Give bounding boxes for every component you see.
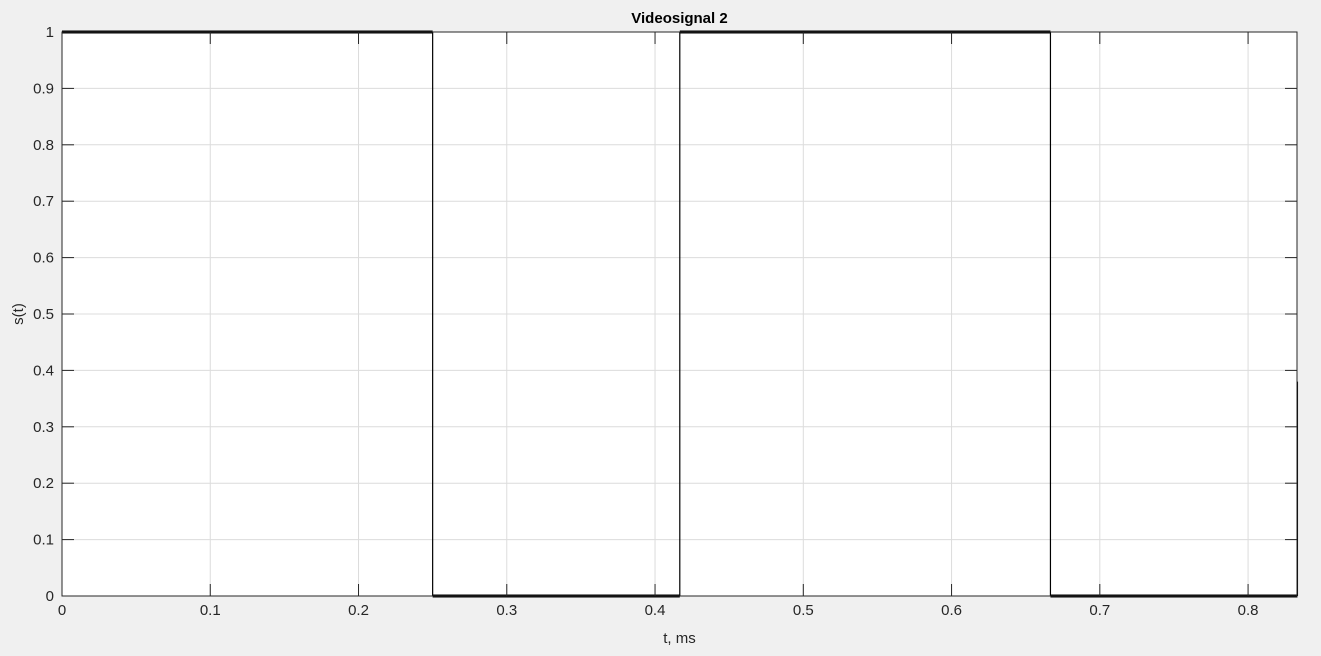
- y-tick-label: 0.8: [33, 137, 54, 154]
- y-tick-label: 0.1: [33, 532, 54, 549]
- y-tick-label: 0.3: [33, 419, 54, 436]
- x-tick-label: 0.4: [645, 602, 666, 619]
- y-tick-label: 0.2: [33, 475, 54, 492]
- x-tick-label: 0: [58, 602, 66, 619]
- x-tick-label: 0.7: [1089, 602, 1110, 619]
- y-tick-label: 0.5: [33, 306, 54, 323]
- y-tick-label: 0.7: [33, 193, 54, 210]
- chart-title: Videosignal 2: [631, 10, 727, 27]
- y-tick-label: 0.4: [33, 362, 54, 379]
- x-tick-label: 0.1: [200, 602, 221, 619]
- x-tick-label: 0.2: [348, 602, 369, 619]
- y-tick-label: 1: [46, 24, 54, 41]
- y-tick-label: 0.6: [33, 250, 54, 267]
- x-tick-label: 0.6: [941, 602, 962, 619]
- y-axis-label: s(t): [10, 303, 27, 325]
- y-tick-label: 0: [46, 588, 54, 605]
- x-tick-label: 0.8: [1238, 602, 1259, 619]
- y-tick-label: 0.9: [33, 80, 54, 97]
- ticks: 0 0.1 0.2 0.3 0.4 0.5 0.6 0.7 0.8 0 0.1 0.2 0.3 0.4 0.…: [33, 24, 1297, 619]
- x-tick-label: 0.5: [793, 602, 814, 619]
- x-tick-label: 0.3: [496, 602, 517, 619]
- x-axis-label: t, ms: [663, 630, 696, 647]
